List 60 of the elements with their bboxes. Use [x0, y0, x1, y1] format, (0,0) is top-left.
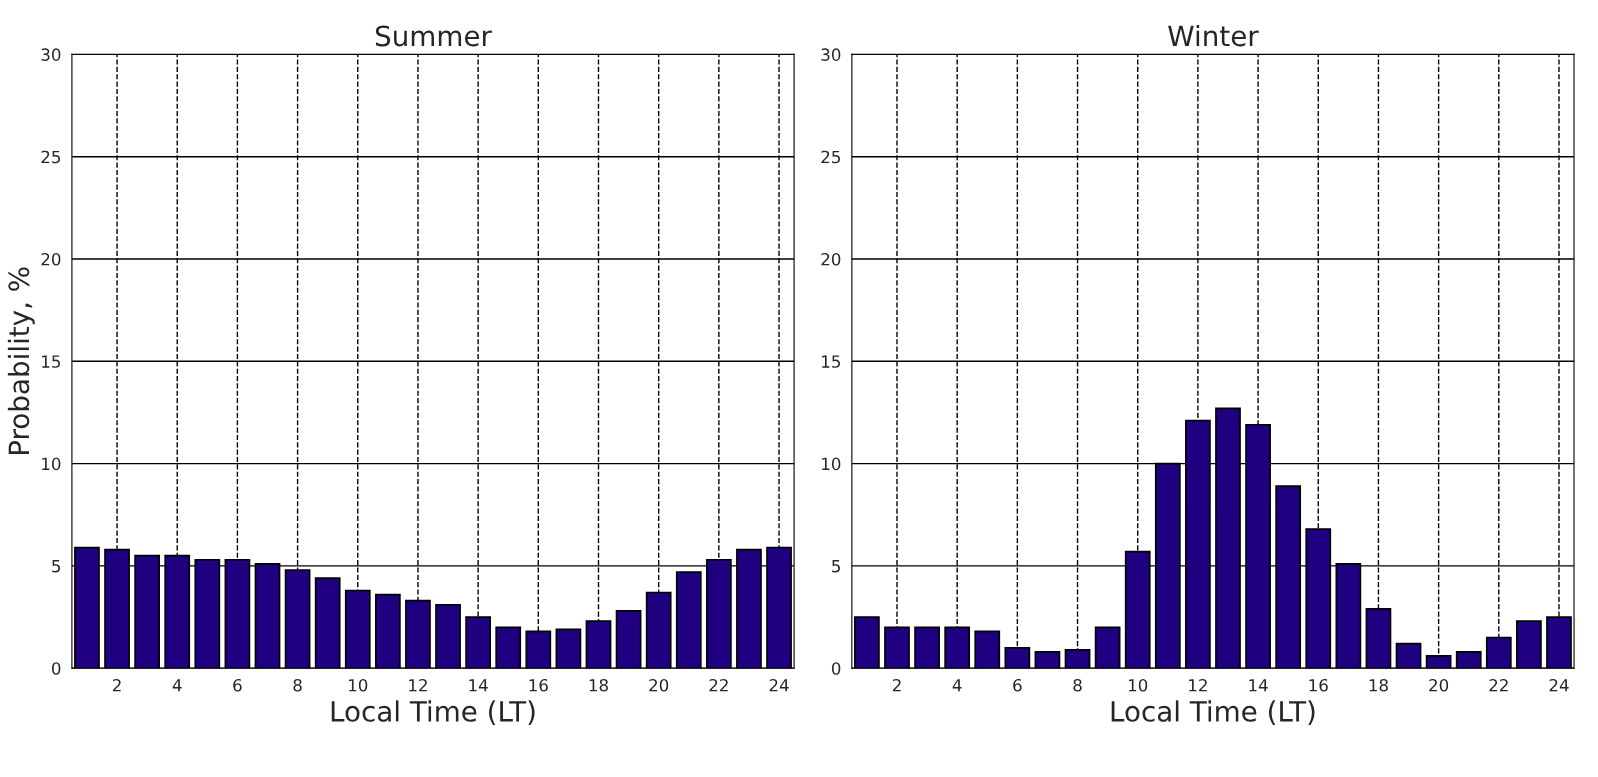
x-tick-label: 12: [1189, 678, 1207, 692]
y-tick-label: 15: [822, 355, 840, 368]
x-tick-label: 22: [1489, 678, 1508, 692]
x-tick-label: 2: [112, 678, 121, 692]
x-tick-label: 6: [1013, 678, 1022, 692]
y-tick-label: 15: [42, 355, 61, 368]
y-tick-label: 5: [52, 560, 61, 573]
bar: [884, 626, 910, 669]
x-tick-label: 14: [469, 679, 488, 692]
x-tick-label: 12: [409, 678, 427, 692]
x-tick-label: 4: [952, 679, 962, 692]
y-axis-title: Probability, %: [7, 267, 35, 455]
y-tick-label: 10: [42, 457, 61, 471]
x-tick-label: 14: [1249, 679, 1268, 692]
y-tick-label: 0: [831, 662, 841, 675]
x-tick-label: 18: [589, 678, 608, 692]
x-tick-label: 2: [892, 678, 901, 692]
x-tick-label: 20: [1429, 678, 1449, 692]
bar: [314, 577, 341, 669]
y-tick-label: 20: [821, 252, 841, 266]
bar: [495, 626, 522, 669]
y-tick-label: 20: [41, 252, 61, 266]
x-tick-label: 20: [649, 678, 669, 692]
bar: [974, 630, 1001, 669]
y-tick-label: 25: [821, 150, 840, 164]
bar: [1516, 620, 1542, 669]
y-tick-label: 25: [41, 150, 61, 164]
bar: [1425, 655, 1452, 669]
y-tick-label: 10: [822, 457, 841, 471]
x-tick-label: 6: [233, 678, 242, 692]
bar: [615, 610, 642, 669]
bar: [1455, 651, 1482, 669]
bar: [1094, 626, 1121, 669]
bar: [555, 628, 582, 669]
y-tick-label: 30: [41, 48, 61, 61]
y-tick-label: 0: [51, 662, 61, 675]
x-axis-title: Local Time (LT): [1111, 700, 1315, 726]
x-tick-label: 24: [769, 678, 789, 692]
x-tick-label: 24: [1549, 678, 1569, 692]
bar: [1395, 642, 1422, 669]
x-tick-label: 22: [709, 678, 728, 692]
bar: [944, 626, 971, 669]
y-tick-label: 30: [821, 48, 841, 61]
chart-title: Summer: [375, 25, 492, 47]
x-tick-label: 8: [293, 678, 302, 692]
bar: [914, 626, 940, 669]
x-axis-title: Local Time (LT): [331, 700, 535, 726]
bar: [1034, 651, 1061, 669]
x-tick-label: 10: [1128, 678, 1148, 692]
x-tick-label: 4: [172, 679, 182, 692]
x-tick-label: 8: [1073, 678, 1082, 692]
x-tick-label: 10: [349, 678, 368, 692]
y-tick-label: 5: [832, 560, 840, 573]
x-tick-label: 16: [529, 678, 548, 692]
chart-title: Winter: [1168, 24, 1259, 47]
bar: [675, 571, 702, 669]
bar: [435, 603, 461, 669]
x-tick-label: 16: [1309, 678, 1328, 692]
bar: [374, 593, 401, 669]
x-tick-label: 18: [1369, 678, 1388, 692]
